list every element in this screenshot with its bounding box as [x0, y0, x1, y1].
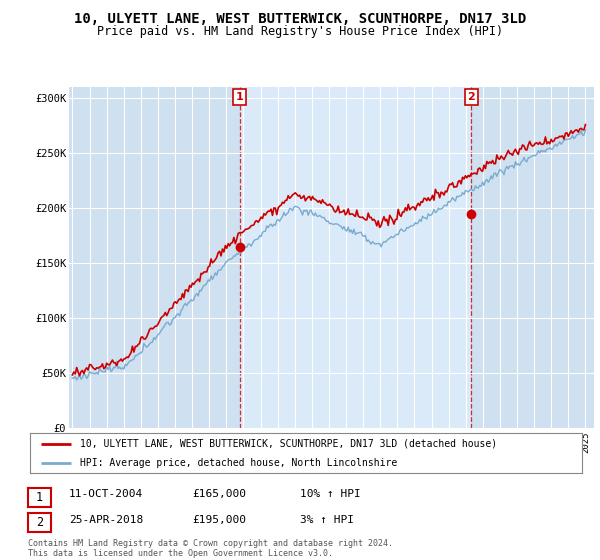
Text: 10, ULYETT LANE, WEST BUTTERWICK, SCUNTHORPE, DN17 3LD (detached house): 10, ULYETT LANE, WEST BUTTERWICK, SCUNTH…: [80, 439, 497, 449]
Text: 3% ↑ HPI: 3% ↑ HPI: [300, 515, 354, 525]
Bar: [240, 87, 471, 428]
Text: 2: 2: [36, 516, 43, 529]
Text: 1: 1: [236, 92, 244, 102]
Text: 1: 1: [36, 491, 43, 504]
Text: Contains HM Land Registry data © Crown copyright and database right 2024.
This d: Contains HM Land Registry data © Crown c…: [28, 539, 393, 558]
Text: Price paid vs. HM Land Registry's House Price Index (HPI): Price paid vs. HM Land Registry's House …: [97, 25, 503, 38]
Text: 25-APR-2018: 25-APR-2018: [69, 515, 143, 525]
Text: 11-OCT-2004: 11-OCT-2004: [69, 489, 143, 500]
Text: £165,000: £165,000: [192, 489, 246, 500]
Text: 2: 2: [467, 92, 475, 102]
Text: £195,000: £195,000: [192, 515, 246, 525]
Text: 10, ULYETT LANE, WEST BUTTERWICK, SCUNTHORPE, DN17 3LD: 10, ULYETT LANE, WEST BUTTERWICK, SCUNTH…: [74, 12, 526, 26]
Text: 10% ↑ HPI: 10% ↑ HPI: [300, 489, 361, 500]
Text: HPI: Average price, detached house, North Lincolnshire: HPI: Average price, detached house, Nort…: [80, 458, 397, 468]
